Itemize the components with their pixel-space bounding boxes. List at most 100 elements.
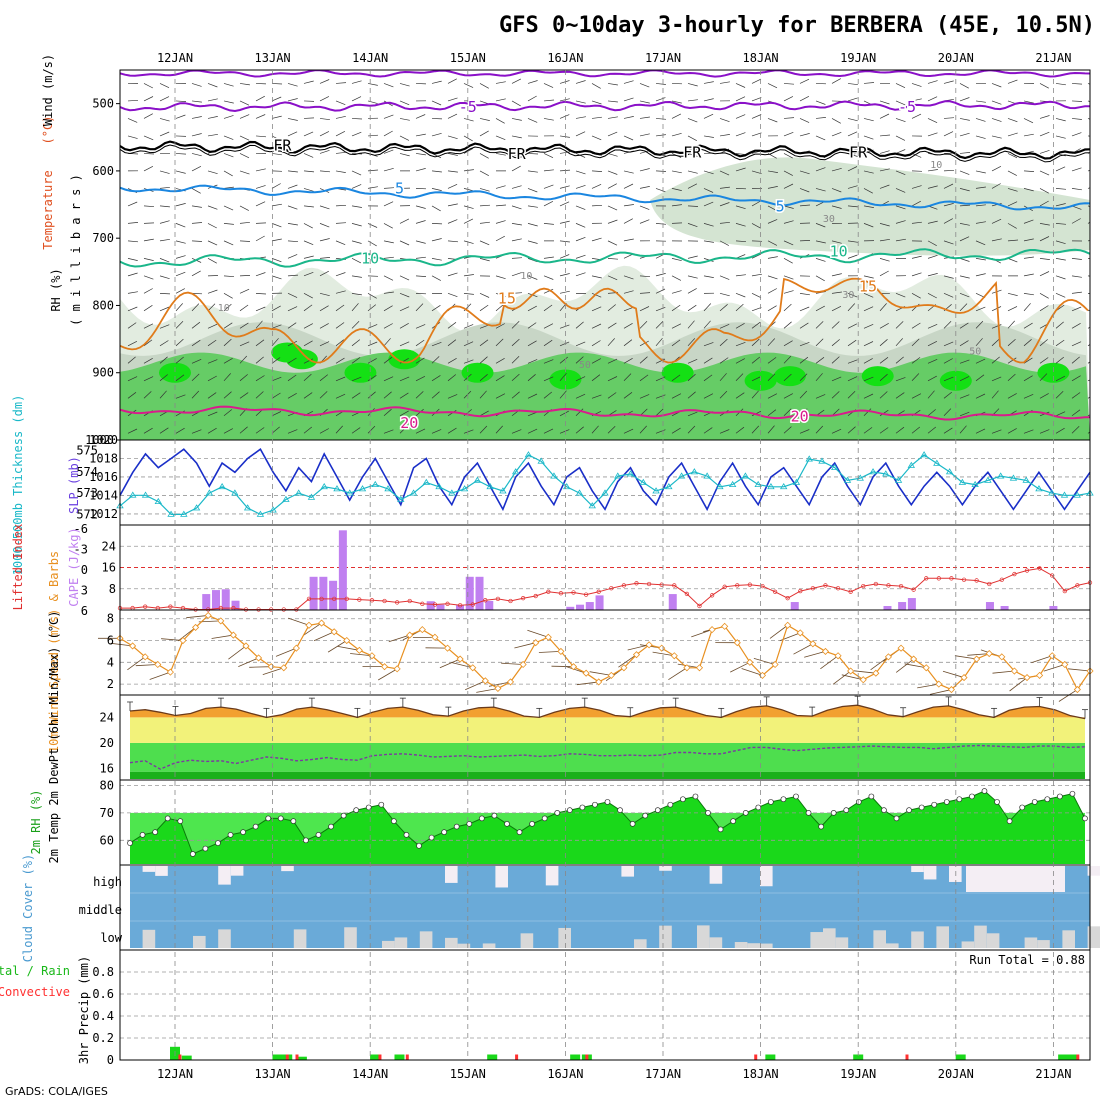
lifted-index-marker — [546, 589, 551, 594]
upper-wind-barb — [367, 375, 377, 382]
upper-wind-barb — [127, 376, 138, 382]
upper-wind-barb — [1087, 100, 1090, 103]
upper-wind-barb — [799, 118, 810, 123]
upper-wind-barb — [559, 114, 570, 119]
rh2m-marker — [830, 810, 837, 816]
upper-wind-barb — [863, 223, 874, 228]
upper-wind-barb — [687, 425, 696, 434]
upper-wind-barb — [127, 340, 138, 347]
lifted-index-marker — [319, 596, 324, 602]
wind10m-marker — [721, 622, 729, 630]
wind10m-barb — [741, 668, 763, 676]
upper-wind-barb — [415, 240, 426, 244]
upper-wind-barb — [319, 149, 330, 154]
upper-wind-barb — [447, 427, 457, 434]
upper-wind-barb — [671, 339, 681, 347]
cloud-high-patch — [155, 866, 168, 876]
rh-contour-label: 50 — [969, 347, 981, 358]
upper-wind-barb — [975, 338, 983, 347]
upper-wind-barb — [367, 186, 378, 189]
rh2m-marker — [152, 829, 158, 835]
upper-wind-barb — [127, 201, 138, 207]
isotherm-label: FR — [273, 136, 292, 154]
upper-wind-barb — [959, 303, 968, 312]
upper-wind-barb — [975, 204, 986, 207]
slp-tick: 1012 — [89, 507, 118, 521]
upper-wind-barb — [831, 78, 841, 84]
precip-convective-bar — [178, 1054, 182, 1060]
upper-air-tick: 600 — [92, 164, 114, 178]
precip-frame — [119, 949, 1091, 1061]
upper-wind-barb — [575, 393, 586, 399]
upper-wind-barb — [1055, 118, 1066, 122]
isotherm-10 — [120, 248, 1090, 268]
upper-wind-barb — [319, 223, 330, 228]
cape-bar — [426, 601, 435, 610]
upper-wind-barb — [815, 240, 826, 244]
upper-wind-barb — [1055, 188, 1067, 190]
upper-wind-barb — [191, 321, 201, 329]
rh2m-marker — [692, 793, 699, 800]
wind10m-barb — [929, 689, 952, 695]
upper-wind-barb — [191, 83, 202, 87]
upper-wind-barb — [367, 83, 378, 86]
upper-wind-barb — [879, 409, 889, 417]
upper-wind-barb — [959, 132, 970, 137]
temp-tick: 20 — [100, 736, 114, 750]
upper-wind-barb — [367, 425, 376, 434]
upper-wind-barb — [511, 165, 521, 172]
upper-wind-barb — [191, 339, 201, 347]
rh2m-marker — [818, 823, 824, 830]
upper-wind-barb — [879, 373, 888, 382]
upper-wind-barb — [143, 238, 154, 242]
thickness-marker — [652, 487, 660, 494]
precip-tick: 0 — [107, 1053, 114, 1067]
rh2m-marker — [403, 831, 410, 838]
upper-wind-barb — [1039, 293, 1049, 299]
upper-wind-barb — [207, 359, 218, 364]
upper-wind-barb — [223, 303, 232, 312]
upper-wind-barb — [671, 304, 681, 312]
upper-wind-barb — [1039, 271, 1050, 277]
cape-bar — [485, 600, 494, 610]
lifted-index-marker — [432, 602, 438, 607]
upper-wind-barb — [287, 240, 299, 243]
upper-wind-barb — [1055, 203, 1066, 207]
rh2m-marker — [918, 804, 925, 811]
lifted-index-marker — [924, 576, 929, 581]
lifted-index-marker — [533, 593, 538, 599]
upper-wind-barb — [623, 183, 634, 189]
wind10m-marker — [985, 650, 993, 658]
upper-wind-barb — [1071, 306, 1082, 312]
rh2m-marker — [579, 804, 586, 811]
wind10m-barb — [135, 664, 158, 667]
cloud-low-patch — [218, 929, 231, 948]
upper-wind-barb — [543, 428, 554, 434]
upper-wind-barb — [639, 292, 651, 294]
lifted-index-marker — [823, 583, 828, 588]
upper-wind-barb — [847, 185, 858, 189]
upper-wind-barb — [975, 186, 986, 189]
precip-total-bar — [853, 1054, 864, 1060]
upper-wind-barb — [703, 98, 714, 102]
upper-wind-barb — [591, 237, 602, 242]
wind10m-barb — [439, 658, 461, 669]
upper-wind-barb — [495, 357, 505, 364]
wind10m-marker — [658, 644, 666, 652]
upper-wind-barb — [1087, 170, 1090, 172]
upper-wind-barb — [1039, 236, 1050, 242]
isotherm-label: 5 — [776, 198, 785, 216]
upper-wind-barb — [655, 321, 664, 329]
upper-wind-barb — [287, 184, 298, 189]
upper-wind-barb — [719, 390, 728, 399]
upper-wind-barb — [543, 288, 554, 294]
thickness-marker — [448, 489, 456, 496]
precip-convective-bar — [905, 1054, 909, 1060]
upper-air-temp-label: Temperature — [41, 170, 55, 249]
upper-wind-barb — [767, 409, 777, 417]
cloud-high-patch — [760, 866, 773, 887]
upper-wind-barb — [975, 306, 986, 312]
upper-wind-barb — [223, 338, 232, 347]
upper-wind-barb — [527, 205, 538, 208]
upper-wind-barb — [543, 391, 553, 399]
